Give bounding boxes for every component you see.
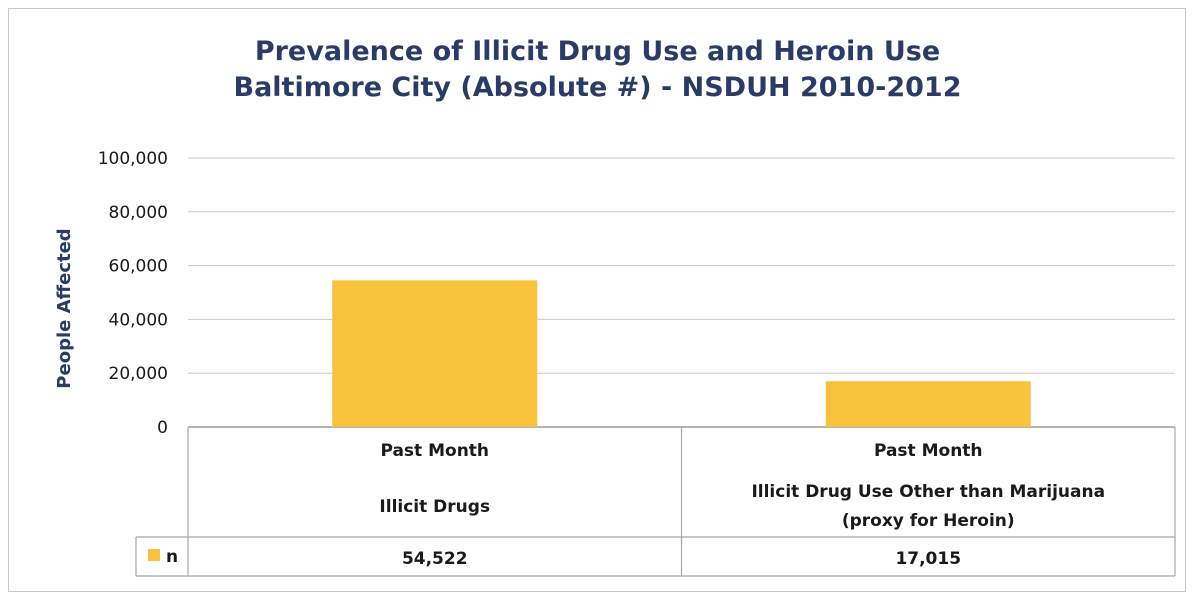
chart-frame: [8, 8, 1186, 592]
y-tick-label: 60,000: [109, 257, 168, 277]
y-tick-label: 40,000: [109, 310, 168, 330]
data-value-label: 17,015: [895, 549, 961, 569]
legend-swatch: [148, 549, 160, 561]
category-label: Illicit Drugs: [379, 497, 490, 517]
category-label: Illicit Drug Use Other than Marijuana: [751, 482, 1105, 502]
legend-label: n: [166, 547, 178, 567]
y-tick-label: 80,000: [109, 203, 168, 223]
category-label: (proxy for Heroin): [842, 511, 1015, 531]
bar: [332, 280, 538, 427]
y-tick-label: 20,000: [109, 364, 168, 384]
y-tick-label: 0: [157, 418, 168, 438]
bars: [332, 280, 1031, 427]
chart-title-line-1: Prevalence of Illicit Drug Use and Heroi…: [254, 36, 941, 67]
category-label: Past Month: [874, 441, 983, 461]
chart-title-line-2: Baltimore City (Absolute #) - NSDUH 2010…: [233, 72, 962, 103]
data-table: Past Month Illicit Drugs 54,522 Past Month I…: [135, 427, 1176, 577]
y-tick-labels: 0 20,000 40,000 60,000 80,000 100,000: [98, 149, 168, 438]
data-value-label: 54,522: [402, 549, 468, 569]
y-tick-label: 100,000: [98, 149, 168, 169]
data-table-gridlines: [135, 427, 1176, 577]
chart-title: Prevalence of Illicit Drug Use and Heroi…: [0, 34, 1195, 106]
bar: [825, 381, 1031, 427]
y-axis-title: People Affected: [54, 228, 75, 388]
category-label: Past Month: [380, 441, 489, 461]
